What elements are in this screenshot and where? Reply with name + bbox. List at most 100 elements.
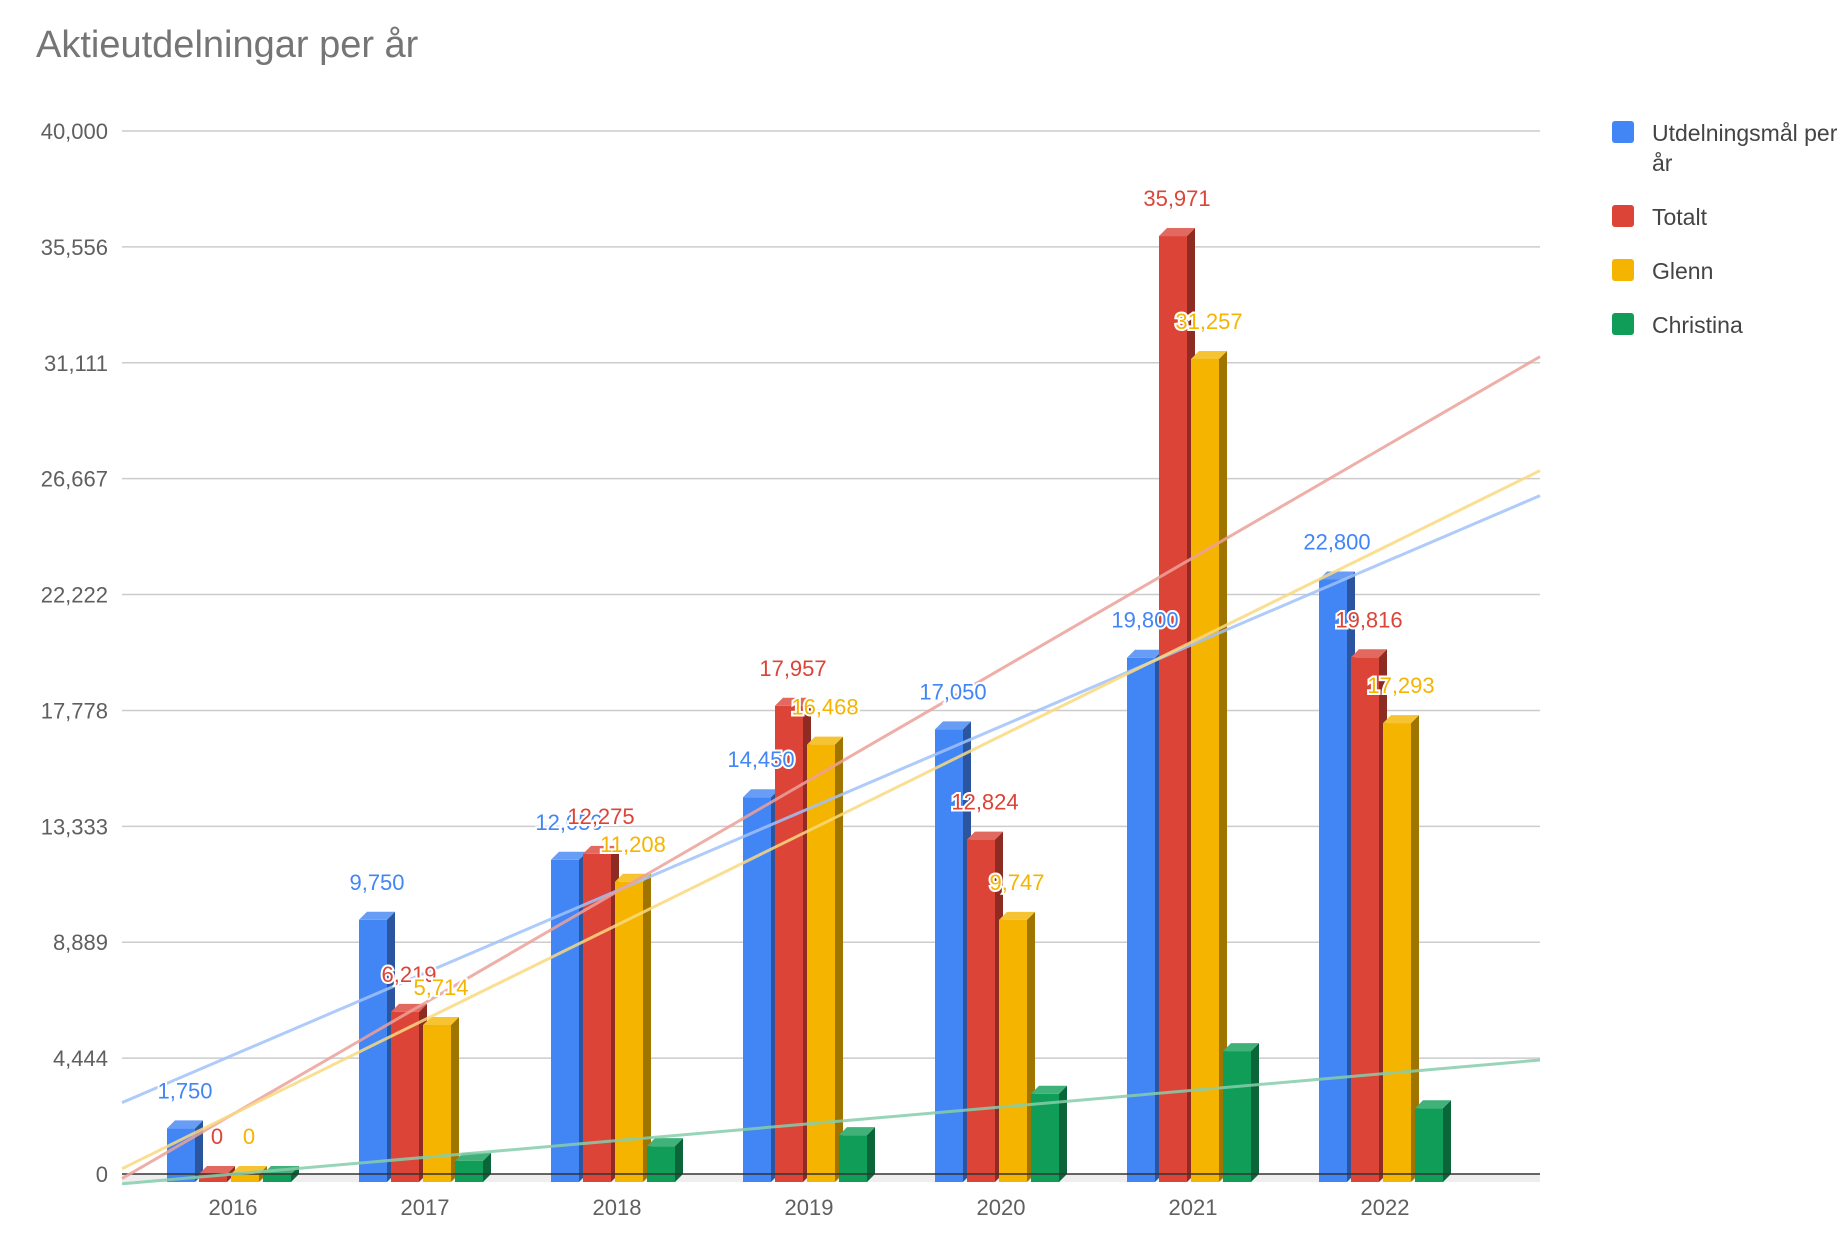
bar-front [839, 1135, 867, 1182]
bar-front [1351, 657, 1379, 1182]
bar [167, 1120, 203, 1182]
bar-front [775, 705, 803, 1182]
y-tick-label: 17,778 [41, 698, 108, 723]
bar [455, 1152, 491, 1182]
bar-side [675, 1138, 683, 1182]
data-label: 31,257 [1175, 309, 1242, 334]
y-tick-label: 0 [96, 1162, 108, 1187]
bar-top [551, 851, 587, 860]
bar-top [583, 845, 619, 854]
y-tick-label: 22,222 [41, 583, 108, 608]
trendline [121, 494, 1541, 1104]
y-tick-label: 31,111 [44, 351, 108, 376]
y-tick-label: 35,556 [41, 235, 108, 260]
bar-top [999, 911, 1035, 920]
legend-swatch [1612, 313, 1634, 335]
chart-title: Aktieutdelningar per år [36, 24, 419, 66]
bar-side [1219, 350, 1227, 1182]
data-label: 12,824 [951, 790, 1018, 815]
trendline [121, 355, 1541, 1180]
bar [391, 1003, 427, 1182]
legend-item: Utdelningsmål per år [1612, 118, 1842, 178]
bar-front [999, 919, 1027, 1182]
bar-front [1415, 1108, 1443, 1182]
bar [1191, 350, 1227, 1182]
bar-side [867, 1127, 875, 1182]
bar-front [967, 839, 995, 1182]
x-tick-label: 2017 [401, 1195, 450, 1220]
data-label: 9,750 [349, 870, 404, 895]
bar-front [1319, 579, 1347, 1182]
x-tick-label: 2022 [1361, 1195, 1410, 1220]
data-label: 9,747 [989, 870, 1044, 895]
bar-front [391, 1011, 419, 1182]
bar [1383, 715, 1419, 1182]
bar [1319, 571, 1355, 1182]
bar-front [455, 1160, 483, 1182]
bar-front [231, 1174, 259, 1182]
bar [967, 831, 1003, 1182]
bar-top [743, 789, 779, 798]
x-tick-label: 2020 [977, 1195, 1026, 1220]
bar-front [1223, 1051, 1251, 1182]
bar [647, 1138, 683, 1182]
bar-top [167, 1120, 203, 1129]
data-label: 12,275 [567, 804, 634, 829]
bar-side [1411, 715, 1419, 1182]
y-tick-label: 4,444 [53, 1046, 108, 1071]
bar-side [1059, 1085, 1067, 1182]
bar-front [263, 1174, 291, 1182]
bar-top [1383, 715, 1419, 724]
data-label: 5,714 [413, 975, 468, 1000]
data-label: 0 [243, 1124, 255, 1149]
bar-top [807, 736, 843, 745]
bar-top [775, 697, 811, 706]
bar-side [835, 736, 843, 1182]
bar-front [1383, 723, 1411, 1182]
legend-swatch [1612, 205, 1634, 227]
plot-area: 0 4,444 8,889 13,333 17,778 22,222 26,667 31,11… [41, 119, 1541, 1220]
data-label: 11,208 [600, 832, 666, 857]
bar-top [1031, 1085, 1067, 1094]
data-label: 35,971 [1143, 186, 1210, 211]
data-label: 16,468 [791, 695, 858, 720]
trendline [121, 1058, 1541, 1186]
bar-front [1127, 657, 1155, 1182]
bar [615, 873, 651, 1182]
x-tick-label: 2019 [785, 1195, 834, 1220]
legend-item: Christina [1612, 310, 1842, 340]
bar-top [1127, 649, 1163, 658]
data-label: 1,750 [157, 1078, 212, 1103]
data-label: 14,450 [727, 747, 794, 772]
legend-swatch [1612, 121, 1634, 143]
bar-top [839, 1127, 875, 1136]
bar [1159, 228, 1195, 1183]
legend-label: Glenn [1652, 258, 1714, 284]
bar [1127, 649, 1163, 1182]
bar-top [935, 721, 971, 730]
data-label: 6,219 [381, 962, 436, 987]
bar-top [359, 911, 395, 920]
bar-front [1191, 358, 1219, 1182]
bar-top [1415, 1100, 1451, 1109]
bar-top [1351, 649, 1387, 658]
data-label: 17,050 [919, 679, 986, 704]
y-tick-label: 13,333 [41, 814, 108, 839]
legend-label: Utdelningsmål per år [1652, 120, 1838, 176]
bar-side [451, 1017, 459, 1182]
bar-front [647, 1146, 675, 1182]
bar-front [1031, 1093, 1059, 1182]
bar-front [199, 1174, 227, 1182]
bar-top [423, 1017, 459, 1026]
bar [1223, 1043, 1259, 1182]
y-tick-label: 40,000 [41, 119, 108, 144]
y-tick-label: 26,667 [41, 467, 108, 492]
x-tick-label: 2016 [209, 1195, 258, 1220]
x-tick-label: 2021 [1169, 1195, 1218, 1220]
bar-side [1251, 1043, 1259, 1182]
bar-side [1443, 1100, 1451, 1182]
legend-label: Totalt [1652, 204, 1707, 230]
bar-front [807, 744, 835, 1182]
bar-top [1159, 228, 1195, 237]
